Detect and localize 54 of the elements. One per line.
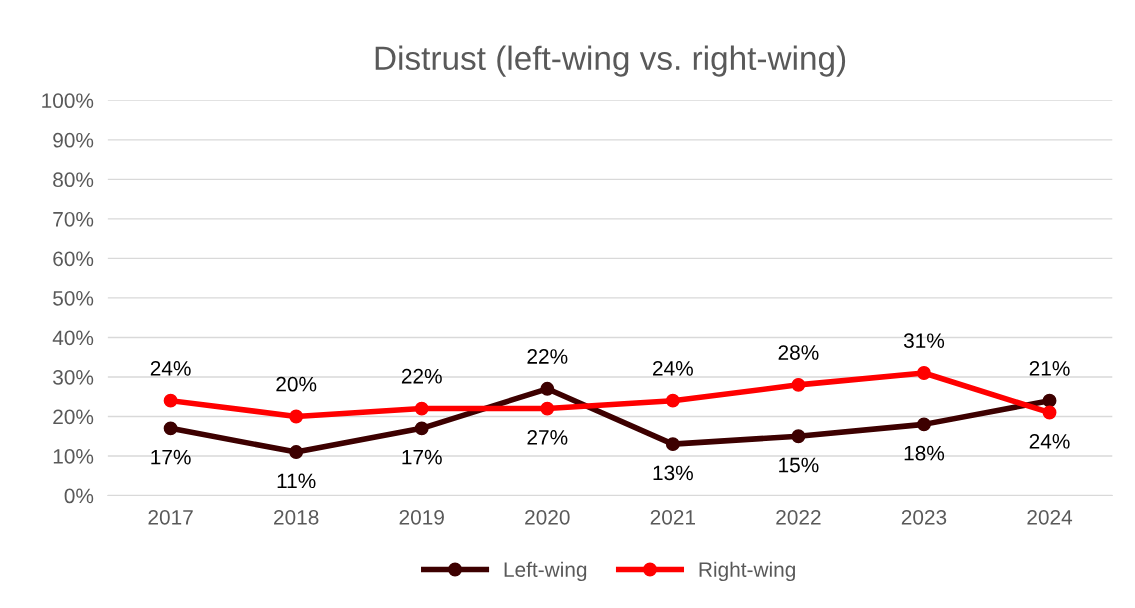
data-label: 24% — [150, 360, 191, 376]
point — [163, 393, 178, 408]
point — [665, 437, 680, 452]
data-label: 13% — [653, 465, 693, 481]
data-label: 22% — [527, 349, 568, 364]
point — [791, 429, 806, 444]
y-tick-label: 20% — [53, 409, 94, 425]
data-label: 15% — [779, 457, 819, 473]
y-tick-label: 80% — [53, 172, 94, 188]
x-tick-label: 2023 — [901, 509, 947, 525]
data-label: 11% — [277, 473, 316, 489]
legend-label: Right-wing — [699, 561, 795, 582]
legend-label: Left-wing — [504, 561, 587, 582]
y-tick-label: 10% — [53, 449, 94, 464]
data-label: 27% — [527, 429, 568, 445]
point — [289, 445, 304, 459]
y-tick-label: 100% — [42, 93, 94, 109]
y-tick-label: 40% — [52, 330, 94, 346]
point — [414, 421, 429, 436]
y-tick-label: 70% — [53, 211, 94, 227]
point — [917, 417, 931, 432]
data-label: 18% — [904, 445, 945, 461]
point — [1042, 405, 1057, 420]
y-tick-label: 30% — [53, 369, 94, 385]
point — [1042, 393, 1057, 408]
x-tick-label: 2024 — [1027, 509, 1073, 525]
x-tick-label: 2021 — [650, 509, 695, 525]
data-label: 24% — [1029, 433, 1070, 449]
data-label: 28% — [778, 345, 819, 360]
y-tick-label: 50% — [53, 290, 94, 306]
point — [540, 401, 555, 416]
point — [289, 409, 304, 424]
data-label: 20% — [276, 376, 317, 392]
data-label: 21% — [1029, 360, 1070, 376]
data-label: 17% — [402, 449, 442, 465]
data-label: 17% — [151, 449, 191, 465]
data-label: 31% — [903, 333, 945, 349]
chart-title: Distrust (left-wing vs. right-wing) — [375, 45, 846, 77]
point — [414, 401, 429, 416]
point — [791, 377, 806, 392]
y-tick-label: 90% — [53, 132, 94, 148]
point — [163, 421, 178, 436]
y-tick-label: 0% — [64, 488, 94, 504]
x-tick-label: 2020 — [525, 509, 570, 525]
x-tick-label: 2017 — [148, 509, 193, 525]
x-tick-label: 2019 — [399, 509, 444, 525]
point — [917, 366, 931, 380]
x-tick-label: 2018 — [274, 509, 319, 525]
point — [665, 393, 680, 408]
x-tick-label: 2022 — [776, 509, 821, 525]
data-label: 24% — [653, 360, 693, 376]
data-label: 22% — [401, 368, 442, 384]
y-tick-label: 60% — [53, 251, 94, 267]
point — [540, 381, 555, 396]
